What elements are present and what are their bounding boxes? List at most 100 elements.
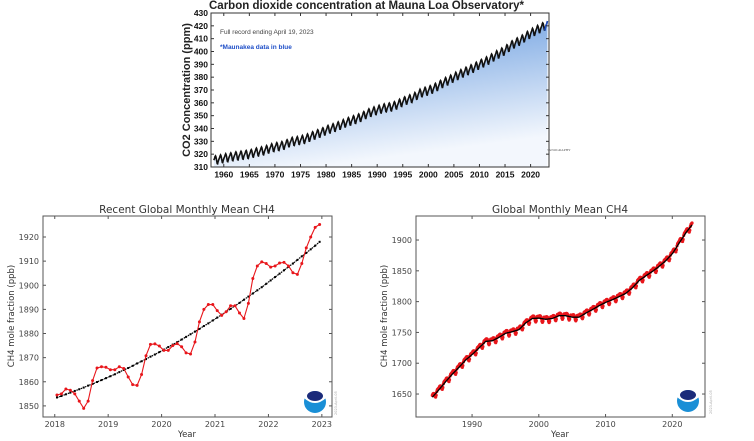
global-ch4-x-label: Year [550, 430, 570, 440]
co2-x-tick-label: 2010 [470, 170, 489, 180]
recent-ch4-trend-point [242, 298, 245, 301]
co2-y-tick-label: 420 [194, 21, 208, 31]
co2-x-tick-label: 1965 [240, 170, 259, 180]
recent-ch4-monthly-point [282, 260, 286, 264]
recent-ch4-trend-point [69, 391, 72, 394]
recent-ch4-monthly-point [153, 342, 157, 346]
recent-ch4-trend-point [296, 258, 299, 261]
recent-ch4-trend-line [56, 241, 320, 399]
recent-ch4-monthly-point [86, 399, 90, 403]
co2-y-tick-label: 430 [194, 8, 208, 18]
co2-maunakea-note: *Maunakea data in blue [220, 44, 292, 51]
recent-ch4-y-label: CH4 mole fraction (ppb) [7, 265, 17, 367]
recent-ch4-x-tick-label: 2019 [98, 420, 118, 429]
recent-ch4-trend-point [153, 353, 156, 356]
global-ch4-chart: Global Monthly Mean CH4 Year CH4 mole fr… [380, 204, 713, 440]
recent-ch4-monthly-point [215, 309, 219, 313]
co2-y-tick-label: 380 [194, 72, 208, 82]
recent-ch4-monthly-point [108, 368, 112, 372]
recent-ch4-monthly-point [113, 368, 117, 372]
co2-x-tick-label: 1970 [265, 170, 284, 180]
recent-ch4-monthly-point [95, 366, 99, 370]
recent-ch4-trend-point [167, 346, 170, 349]
co2-monthly-line [213, 20, 549, 165]
co2-x-tick-label: 2020 [521, 170, 540, 180]
global-ch4-title: Global Monthly Mean CH4 [492, 204, 628, 216]
recent-ch4-monthly-point [237, 311, 241, 315]
co2-x-tick-label: 2005 [444, 170, 463, 180]
recent-ch4-trend-point [207, 322, 210, 325]
co2-x-tick-label: 1990 [368, 170, 387, 180]
recent-ch4-monthly-point [82, 406, 86, 410]
recent-ch4-monthly-point [175, 342, 179, 346]
recent-ch4-trend-point [189, 333, 192, 336]
co2-x-tick-label: 1960 [214, 170, 233, 180]
recent-ch4-monthly-point [202, 307, 206, 311]
recent-ch4-x-tick-label: 2018 [45, 420, 65, 429]
global-ch4-monthly-line [431, 222, 693, 399]
recent-ch4-trend-point [185, 335, 188, 338]
recent-ch4-trend-point [78, 388, 81, 391]
recent-ch4-trend-point [109, 375, 112, 378]
recent-ch4-monthly-point [229, 304, 233, 308]
global-ch4-trend-line [431, 224, 693, 398]
recent-ch4-trend-point [256, 289, 259, 292]
recent-ch4-trend-point [131, 364, 134, 367]
co2-y-tick-label: 370 [194, 85, 208, 95]
recent-ch4-monthly-point [273, 264, 277, 268]
recent-ch4-trend-point [96, 381, 99, 384]
co2-x-tick-label: 2015 [496, 170, 515, 180]
recent-ch4-x-tick-label: 2020 [151, 420, 171, 429]
recent-ch4-monthly-point [206, 303, 210, 307]
recent-ch4-monthly-point [291, 271, 295, 275]
recent-ch4-date-stamp: 2023-April-05 [334, 391, 338, 415]
recent-ch4-trend-point [278, 272, 281, 275]
co2-y-tick-label: 390 [194, 59, 208, 69]
co2-record-note: Full record ending April 19, 2023 [220, 29, 314, 36]
recent-ch4-y-tick-label: 1920 [19, 233, 39, 242]
co2-x-tick-label: 1980 [317, 170, 336, 180]
recent-ch4-trend-point [265, 282, 268, 285]
recent-ch4-monthly-point [140, 373, 144, 377]
recent-ch4-monthly-point [148, 342, 152, 346]
recent-ch4-monthly-point [104, 365, 108, 369]
global-ch4-y-tick-label: 1850 [392, 267, 412, 276]
recent-ch4-monthly-point [157, 344, 161, 348]
recent-ch4-monthly-point [233, 304, 237, 308]
recent-ch4-trend-point [229, 307, 232, 310]
recent-ch4-title: Recent Global Monthly Mean CH4 [99, 204, 275, 216]
recent-ch4-x-tick-label: 2023 [312, 420, 332, 429]
recent-ch4-trend-point [300, 255, 303, 258]
recent-ch4-trend-point [149, 355, 152, 358]
co2-y-tick-label: 310 [194, 162, 208, 172]
recent-ch4-y-tick-label: 1900 [19, 281, 39, 290]
recent-ch4-monthly-point [171, 344, 175, 348]
global-ch4-x-tick-label: 2000 [529, 420, 549, 429]
recent-ch4-trend-point [251, 292, 254, 295]
recent-ch4-trend-point [269, 279, 272, 282]
co2-chart-title: Carbon dioxide concentration at Mauna Lo… [209, 0, 525, 12]
recent-ch4-y-tick-label: 1870 [19, 354, 39, 363]
co2-x-tick-label: 1995 [393, 170, 412, 180]
recent-ch4-trend-point [283, 269, 286, 272]
recent-ch4-monthly-point [117, 365, 121, 369]
recent-ch4-x-tick-label: 2022 [258, 420, 278, 429]
recent-ch4-trend-point [55, 396, 58, 399]
recent-ch4-monthly-point [77, 399, 81, 403]
recent-ch4-monthly-point [224, 310, 228, 314]
co2-y-tick-label: 330 [194, 136, 208, 146]
recent-ch4-monthly-point [286, 264, 290, 268]
global-ch4-y-tick-label: 1650 [392, 390, 412, 399]
recent-ch4-x-tick-label: 2021 [205, 420, 225, 429]
recent-ch4-monthly-point [278, 261, 282, 265]
recent-ch4-trend-point [211, 319, 214, 322]
recent-ch4-trend-point [64, 393, 67, 396]
recent-ch4-monthly-point [251, 276, 255, 280]
recent-ch4-y-tick-label: 1890 [19, 305, 39, 314]
recent-ch4-monthly-point [126, 375, 130, 379]
recent-ch4-trend-point [247, 295, 250, 298]
recent-ch4-trend-point [145, 358, 148, 361]
co2-y-tick-label: 400 [194, 47, 208, 57]
recent-ch4-trend-point [140, 360, 143, 363]
